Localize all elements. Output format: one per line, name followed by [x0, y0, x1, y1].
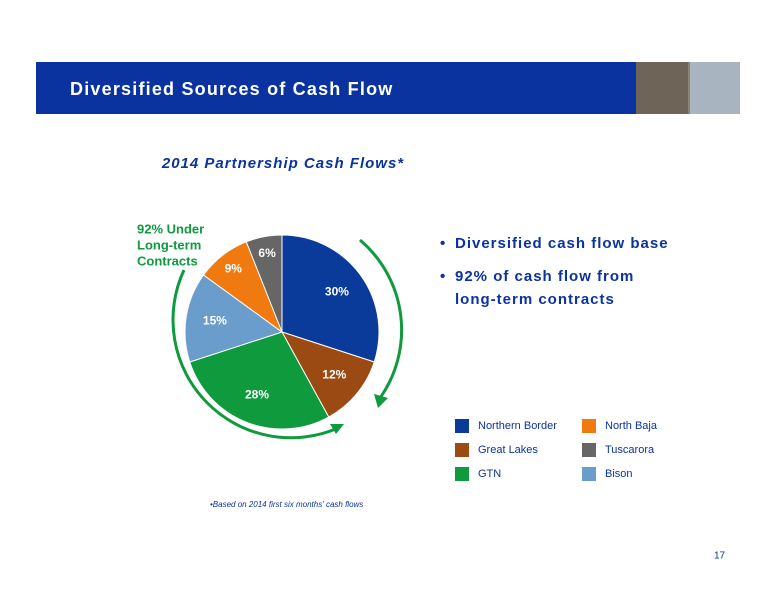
arc-arrow [171, 269, 339, 440]
page-number: 17 [714, 551, 726, 562]
legend: Northern Border Great Lakes GTN Bison North … [455, 419, 658, 481]
legend-label: GTN [478, 468, 501, 480]
legend-swatch [582, 467, 596, 481]
legend-swatch [455, 419, 469, 433]
legend-swatch [455, 467, 469, 481]
pie: 30% 12% 28% 15% 9% 6% [184, 234, 380, 430]
annotation-line: Contracts [137, 253, 198, 268]
pie-slice [245, 234, 283, 333]
bullet-text: 92% of cash flow from [455, 268, 634, 285]
legend-swatch [455, 443, 469, 457]
arrow-head [330, 424, 344, 434]
legend-label: Tuscarora [605, 444, 655, 456]
arc-arrow [359, 238, 404, 399]
pie-slice [189, 331, 330, 430]
footnote: •Based on 2014 first six months' cash fl… [210, 500, 363, 509]
legend-label: North Baja [605, 420, 658, 432]
slice-label: 9% [225, 261, 243, 275]
slice-label: 28% [245, 387, 269, 401]
legend-label: Northern Border [478, 420, 557, 432]
slice-label: 30% [325, 284, 349, 298]
pie-slice [184, 274, 284, 363]
header-band [36, 62, 740, 114]
slice-label: 6% [258, 246, 276, 260]
pie-slice [281, 234, 380, 363]
slice-label: 12% [322, 367, 346, 381]
header-photo-part [690, 62, 740, 114]
pie-slice [280, 331, 375, 418]
bullet-text: long-term contracts [455, 291, 615, 308]
bullet-dot: • [440, 268, 445, 285]
legend-label: Bison [605, 468, 633, 480]
annotation-line: 92% Under [137, 221, 204, 236]
bullet-text: Diversified cash flow base [455, 235, 669, 252]
chart-title: 2014 Partnership Cash Flows* [161, 155, 404, 172]
arrow-head [374, 394, 388, 408]
header-photo-part [636, 62, 688, 114]
legend-swatch [582, 443, 596, 457]
annotation-line: Long-term [137, 237, 201, 252]
legend-label: Great Lakes [478, 444, 538, 456]
bullet-dot: • [440, 235, 445, 252]
legend-swatch [582, 419, 596, 433]
slice-label: 15% [203, 314, 227, 328]
slide-title: Diversified Sources of Cash Flow [70, 79, 393, 99]
